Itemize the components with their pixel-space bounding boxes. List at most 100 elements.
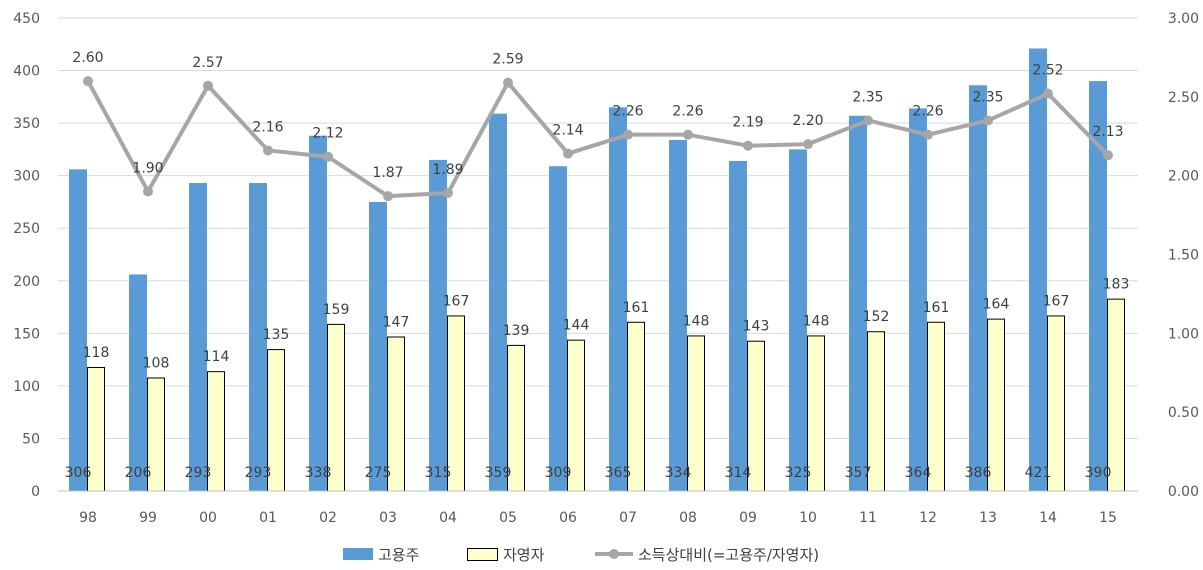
y-right-tick-label: 2.50	[1168, 90, 1199, 106]
ratio-label: 2.52	[1032, 63, 1063, 79]
ratio-point	[863, 115, 873, 126]
y-right-tick-label: 2.00	[1168, 169, 1199, 185]
legend-swatch-self-employed	[467, 548, 498, 561]
ratio-label: 2.60	[72, 50, 103, 66]
bar-employer-label: 421	[1025, 465, 1052, 481]
ratio-point	[143, 186, 153, 197]
ratio-label: 1.87	[372, 165, 403, 181]
ratio-point	[803, 139, 813, 150]
x-tick-label: 10	[799, 510, 817, 526]
ratio-label: 2.35	[972, 89, 1003, 105]
ratio-point	[1043, 88, 1053, 99]
x-tick-label: 04	[439, 510, 457, 526]
bar-self-employed-label: 161	[623, 300, 650, 316]
x-tick-label: 12	[919, 510, 937, 526]
line-series	[83, 76, 1113, 202]
x-tick-label: 15	[1099, 510, 1117, 526]
x-tick-label: 03	[379, 510, 397, 526]
ratio-point	[743, 140, 753, 151]
bar-self-employed-label: 144	[563, 318, 590, 334]
ratio-label: 2.16	[252, 119, 283, 135]
y-right-tick-label: 1.00	[1168, 326, 1199, 342]
x-tick-label: 02	[319, 510, 337, 526]
ratio-line	[86, 80, 1110, 199]
bar-self-employed-label: 148	[683, 313, 710, 329]
ratio-label: 2.13	[1092, 124, 1123, 140]
bar-employer-label: 359	[485, 465, 512, 481]
bar-employer-label: 325	[785, 465, 812, 481]
bar-employer	[1029, 48, 1047, 491]
bar-employer-label: 314	[725, 465, 752, 481]
y-right-tick-label: 0.50	[1168, 405, 1199, 421]
bar-self-employed-label: 139	[503, 323, 530, 339]
y-left-tick-label: 0	[31, 484, 40, 500]
bar-employer-label: 386	[965, 465, 992, 481]
legend: 고용주 자영자 소득상대비(=고용주/자영자)	[343, 546, 819, 564]
x-tick-label: 00	[199, 510, 217, 526]
ratio-point	[203, 80, 213, 91]
x-tick-label: 98	[79, 510, 97, 526]
x-tick-label: 07	[619, 510, 637, 526]
bar-self-employed-label: 164	[983, 297, 1010, 313]
bar-employer	[729, 160, 747, 491]
bar-self-employed-label: 159	[323, 302, 350, 318]
bar-employer	[309, 135, 327, 492]
ratio-point	[563, 148, 573, 159]
bar-employer-label: 275	[365, 465, 392, 481]
ratio-point	[983, 115, 993, 126]
bar-self-employed-label: 143	[743, 319, 770, 335]
x-tick-label: 06	[559, 510, 577, 526]
bar-employer	[549, 166, 567, 491]
x-tick-label: 09	[739, 510, 757, 526]
y-left-tick-label: 100	[13, 379, 40, 395]
bar-self-employed-label: 152	[863, 309, 890, 325]
x-tick-label: 08	[679, 510, 697, 526]
y-left-tick-label: 400	[13, 64, 40, 80]
ratio-label: 2.12	[312, 126, 343, 142]
bar-employer	[189, 183, 207, 491]
ratio-point	[683, 129, 693, 140]
bar-self-employed-label: 108	[143, 355, 170, 371]
bar-employer	[909, 108, 927, 491]
bar-employer	[609, 107, 627, 491]
bar-employer	[789, 149, 807, 491]
ratio-point	[323, 151, 333, 162]
y-left-tick-label: 250	[13, 221, 40, 237]
bar-self-employed-label: 147	[383, 314, 410, 330]
y-left-tick-label: 150	[13, 326, 40, 342]
y-right-tick-label: 1.50	[1168, 248, 1199, 264]
bar-employer-label: 365	[605, 465, 632, 481]
bar-self-employed-label: 161	[923, 300, 950, 316]
bar-self-employed-label: 183	[1103, 277, 1130, 293]
ratio-label: 2.26	[912, 104, 943, 120]
ratio-label: 1.90	[132, 160, 163, 176]
ratio-label: 2.35	[852, 89, 883, 105]
data-labels: 306 118 206 108 293 114 293 135 338 159 275 147 315 1…	[65, 50, 1130, 481]
ratio-label: 2.20	[792, 113, 823, 129]
bar-self-employed	[1107, 298, 1125, 492]
bar-self-employed-label: 118	[83, 345, 110, 361]
bar-self-employed-label: 114	[203, 349, 230, 365]
y-left-tick-label: 350	[13, 116, 40, 132]
bar-employer	[1089, 81, 1107, 492]
bar-self-employed-label: 167	[1043, 293, 1070, 309]
y-right-tick-label: 3.00	[1168, 11, 1199, 27]
ratio-point	[623, 129, 633, 140]
x-tick-label: 99	[139, 510, 157, 526]
y-left-tick-label: 200	[13, 274, 40, 290]
legend-label-employer: 고용주	[378, 546, 419, 564]
bar-employer-label: 206	[125, 465, 152, 481]
ratio-label: 2.14	[552, 123, 583, 139]
bar-employer-label: 364	[905, 465, 932, 481]
ratio-point	[923, 129, 933, 140]
bar-employer-label: 390	[1085, 465, 1112, 481]
ratio-label: 2.19	[732, 115, 763, 131]
bar-employer-label: 315	[425, 465, 452, 481]
x-tick-label: 13	[979, 510, 997, 526]
bar-employer-label: 293	[245, 465, 272, 481]
bar-employer-label: 309	[545, 465, 572, 481]
ratio-point	[503, 77, 513, 88]
legend-swatch-employer	[343, 548, 373, 560]
bar-employer-label: 334	[665, 465, 692, 481]
